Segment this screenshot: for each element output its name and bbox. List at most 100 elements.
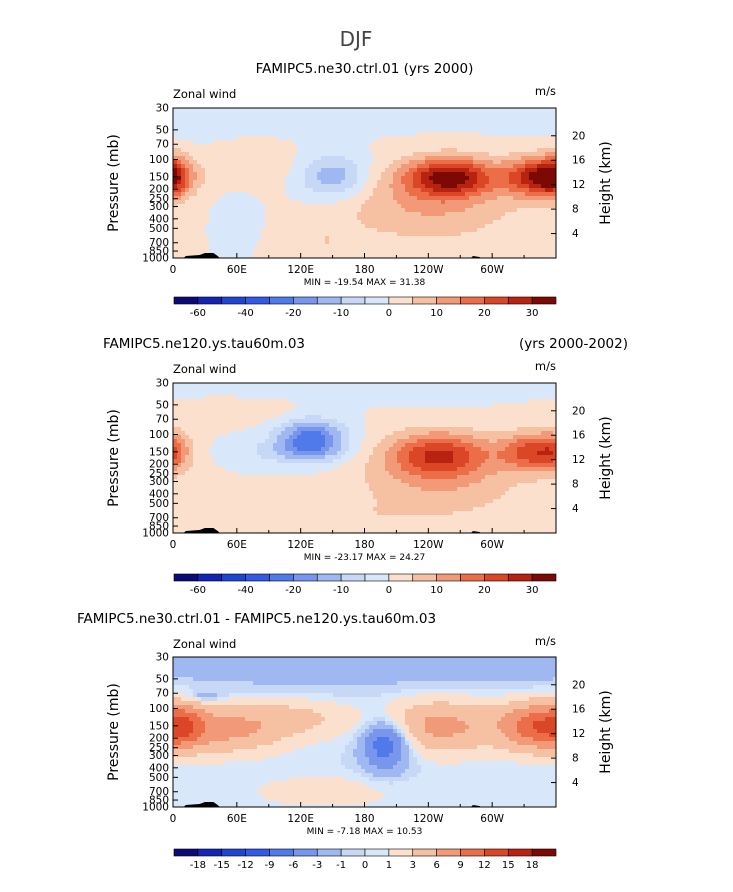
contour-cell <box>245 419 250 424</box>
contour-cell <box>205 180 210 185</box>
contour-cell <box>405 204 410 209</box>
contour-cell <box>445 220 450 225</box>
contour-cell <box>285 116 290 121</box>
contour-cell <box>205 407 210 412</box>
contour-cell <box>261 156 266 161</box>
contour-cell <box>217 224 222 229</box>
contour-cell <box>345 136 350 141</box>
contour-cell <box>233 451 238 456</box>
contour-cell <box>245 471 250 476</box>
contour-cell <box>201 248 206 253</box>
contour-cell <box>457 116 462 121</box>
contour-cell <box>209 196 214 201</box>
contour-cell <box>297 168 302 173</box>
contour-cell <box>309 120 314 125</box>
contour-cell <box>273 132 278 137</box>
contour-cell <box>261 116 266 121</box>
contour-cell <box>225 196 230 201</box>
contour-cell <box>245 475 250 480</box>
contour-cell <box>265 479 270 484</box>
contour-cell <box>265 116 270 121</box>
contour-cell <box>321 200 326 205</box>
contour-cell <box>449 156 454 161</box>
contour-cell <box>237 164 242 169</box>
contour-cell <box>221 236 226 241</box>
contour-cell <box>297 475 302 480</box>
contour-cell <box>317 204 322 209</box>
contour-cell <box>329 136 334 141</box>
contour-cell <box>221 212 226 217</box>
contour-cell <box>253 156 258 161</box>
contour-cell <box>449 112 454 117</box>
contour-cell <box>181 403 186 408</box>
contour-cell <box>421 172 426 177</box>
contour-cell <box>257 200 262 205</box>
contour-cell <box>289 120 294 125</box>
contour-cell <box>265 244 270 249</box>
contour-cell <box>297 140 302 145</box>
contour-cell <box>373 228 378 233</box>
contour-cell <box>441 228 446 233</box>
contour-cell <box>377 196 382 201</box>
contour-cell <box>445 144 450 149</box>
contour-cell <box>325 168 330 173</box>
contour-cell <box>221 427 226 432</box>
contour-cell <box>209 212 214 217</box>
contour-cell <box>253 491 258 496</box>
contour-cell <box>269 144 274 149</box>
contour-cell <box>513 112 518 117</box>
contour-cell <box>233 479 238 484</box>
contour-cell <box>225 136 230 141</box>
contour-cell <box>181 387 186 392</box>
contour-cell <box>505 152 510 157</box>
height-tick-label: 8 <box>572 204 579 216</box>
contour-cell <box>285 431 290 436</box>
contour-cell <box>361 208 366 213</box>
contour-cell <box>265 499 270 504</box>
contour-cell <box>273 248 278 253</box>
contour-cell <box>293 188 298 193</box>
contour-cell <box>237 391 242 396</box>
contour-cell <box>305 164 310 169</box>
contour-cell <box>269 515 274 520</box>
contour-cell <box>297 224 302 229</box>
contour-cell <box>189 395 194 400</box>
contour-cell <box>221 184 226 189</box>
contour-cell <box>213 467 218 472</box>
contour-cell <box>241 172 246 177</box>
contour-cell <box>221 403 226 408</box>
contour-cell <box>469 164 474 169</box>
contour-cell <box>341 212 346 217</box>
contour-cell <box>373 208 378 213</box>
contour-cell <box>429 140 434 145</box>
contour-cell <box>517 124 522 129</box>
contour-cell <box>397 236 402 241</box>
contour-cell <box>353 176 358 181</box>
contour-cell <box>485 232 490 237</box>
contour-cell <box>241 395 246 400</box>
contour-cell <box>357 108 362 113</box>
contour-cell <box>321 208 326 213</box>
contour-cell <box>297 411 302 416</box>
contour-cell <box>497 188 502 193</box>
contour-cell <box>349 156 354 161</box>
contour-cell <box>249 383 254 388</box>
contour-cell <box>181 232 186 237</box>
contour-cell <box>549 232 554 237</box>
contour-cell <box>253 391 258 396</box>
contour-cell <box>285 128 290 133</box>
contour-cell <box>289 228 294 233</box>
contour-cell <box>549 168 554 173</box>
contour-cell <box>489 136 494 141</box>
contour-cell <box>213 224 218 229</box>
contour-cell <box>509 188 514 193</box>
contour-cell <box>193 140 198 145</box>
contour-cell <box>213 463 218 468</box>
contour-cell <box>505 108 510 113</box>
contour-cell <box>449 164 454 169</box>
contour-cell <box>365 188 370 193</box>
contour-cell <box>213 112 218 117</box>
contour-cell <box>221 240 226 245</box>
contour-cell <box>301 172 306 177</box>
colorbar-box <box>365 297 389 304</box>
